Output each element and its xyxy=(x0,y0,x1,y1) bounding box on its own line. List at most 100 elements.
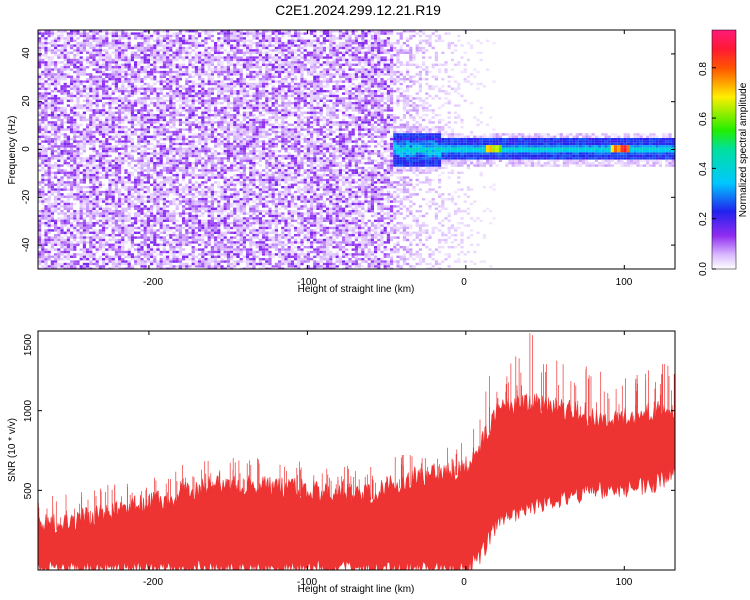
spectrogram-cell xyxy=(172,188,176,191)
spectrogram-cell xyxy=(230,123,234,126)
spectrogram-cell xyxy=(60,157,64,160)
spectrogram-cell xyxy=(153,166,157,170)
spectrogram-cell xyxy=(70,61,74,64)
spectrogram-cell xyxy=(73,193,77,196)
spectrogram-cell xyxy=(105,150,109,153)
spectrogram-cell xyxy=(226,34,230,38)
spectrogram-cell xyxy=(102,260,106,263)
spectrogram-cell xyxy=(194,188,198,191)
spectrogram-cell xyxy=(156,159,160,162)
spectrogram-cell xyxy=(137,200,141,203)
spectrogram-cell xyxy=(50,260,54,263)
spectrogram-cell xyxy=(70,262,74,266)
spectrogram-cell xyxy=(124,210,128,213)
spectrogram-cell xyxy=(118,68,122,71)
spectrogram-cell xyxy=(44,114,48,117)
spectrogram-cell xyxy=(38,246,42,249)
spectrogram-cell xyxy=(92,169,96,172)
spectrogram-cell xyxy=(178,30,182,33)
spectrogram-cell xyxy=(226,58,230,62)
spectrogram-cell xyxy=(201,145,205,148)
spectrogram-cell xyxy=(175,202,179,206)
spectrogram-cell xyxy=(246,121,250,124)
spectrogram-cell xyxy=(140,265,144,268)
spectrogram-cell xyxy=(38,181,42,184)
spectrogram-cell xyxy=(214,66,218,69)
spectrogram-cell xyxy=(233,34,237,38)
spectrogram-cell xyxy=(70,217,74,220)
spectrogram-cell xyxy=(73,157,77,160)
spectrogram-cell xyxy=(108,147,112,150)
spectrogram-cell xyxy=(73,32,77,35)
spectrogram-cell xyxy=(236,106,240,110)
spectrogram-cell xyxy=(178,253,182,256)
spectrogram-cell xyxy=(105,195,109,198)
spectrogram-cell xyxy=(226,258,230,261)
spectrogram-cell xyxy=(217,90,221,93)
spectrogram-cell xyxy=(118,217,122,220)
spectrogram-cell xyxy=(236,145,240,148)
spectrogram-cell xyxy=(89,78,93,81)
spectrogram-cell xyxy=(217,265,221,268)
spectrogram-cell xyxy=(108,169,112,172)
spectrogram-cell xyxy=(185,87,189,90)
spectrogram-cell xyxy=(57,195,61,198)
spectrogram-cell xyxy=(82,142,86,146)
spectrogram-cell xyxy=(111,260,115,263)
spectrogram-cell xyxy=(191,174,195,177)
spectrogram-cell xyxy=(236,255,240,258)
spectrogram-cell xyxy=(217,152,221,155)
spectrogram-cell xyxy=(63,188,67,191)
spectrogram-cell xyxy=(105,210,109,213)
spectrogram-cell xyxy=(89,241,93,244)
spectrogram-cell xyxy=(73,171,77,174)
spectrogram-cell xyxy=(220,217,224,220)
spectrogram-cell xyxy=(47,200,51,203)
spectrogram-cell xyxy=(246,255,250,258)
spectrogram-cell xyxy=(185,138,189,141)
spectrogram-cell xyxy=(57,253,61,256)
spectrogram-cell xyxy=(185,142,189,146)
spectrogram-cell xyxy=(210,56,214,59)
spectrogram-cell xyxy=(182,73,186,76)
spectrogram-cell xyxy=(217,46,221,50)
spectrogram-cell xyxy=(182,159,186,162)
spectrogram-cell xyxy=(172,111,176,114)
spectrogram-cell xyxy=(63,200,67,203)
spectrogram-cell xyxy=(79,190,83,194)
spectrogram-cell xyxy=(236,202,240,206)
spectrogram-cell xyxy=(66,198,70,201)
spectrogram-cell xyxy=(223,85,227,88)
spectrogram-cell xyxy=(95,250,99,254)
spectrogram-cell xyxy=(140,200,144,203)
spectrogram-cell xyxy=(153,75,157,78)
spectrogram-cell xyxy=(201,82,205,86)
spectrogram-cell xyxy=(95,198,99,201)
spectrogram-cell xyxy=(143,49,147,52)
spectrogram-cell xyxy=(95,78,99,81)
spectrogram-cell xyxy=(54,130,58,134)
spectrogram-cell xyxy=(166,70,170,74)
spectrogram-cell xyxy=(169,90,173,93)
spectrogram-cell xyxy=(111,267,115,269)
spectrogram-cell xyxy=(217,171,221,174)
spectrogram-cell xyxy=(111,217,115,220)
spectrogram-cell xyxy=(105,212,109,215)
spectrogram-cell xyxy=(98,231,102,234)
spectrogram-cell xyxy=(95,138,99,141)
spectrogram-cell xyxy=(121,219,125,222)
spectrogram-cell xyxy=(137,255,141,258)
spectrogram-cell xyxy=(89,80,93,83)
spectrogram-cell xyxy=(150,157,154,160)
spectrogram-cell xyxy=(201,207,205,210)
spectrogram-cell xyxy=(92,123,96,126)
spectrogram-cell xyxy=(41,87,45,90)
spectrogram-cell xyxy=(194,248,198,251)
spectrogram-cell xyxy=(143,106,147,110)
spectrogram-cell xyxy=(242,80,246,83)
spectrogram-cell xyxy=(41,190,45,194)
spectrogram-cell xyxy=(111,34,115,38)
spectrogram-cell xyxy=(146,147,150,150)
spectrogram-cell xyxy=(57,102,61,105)
spectrogram-cell xyxy=(223,32,227,35)
